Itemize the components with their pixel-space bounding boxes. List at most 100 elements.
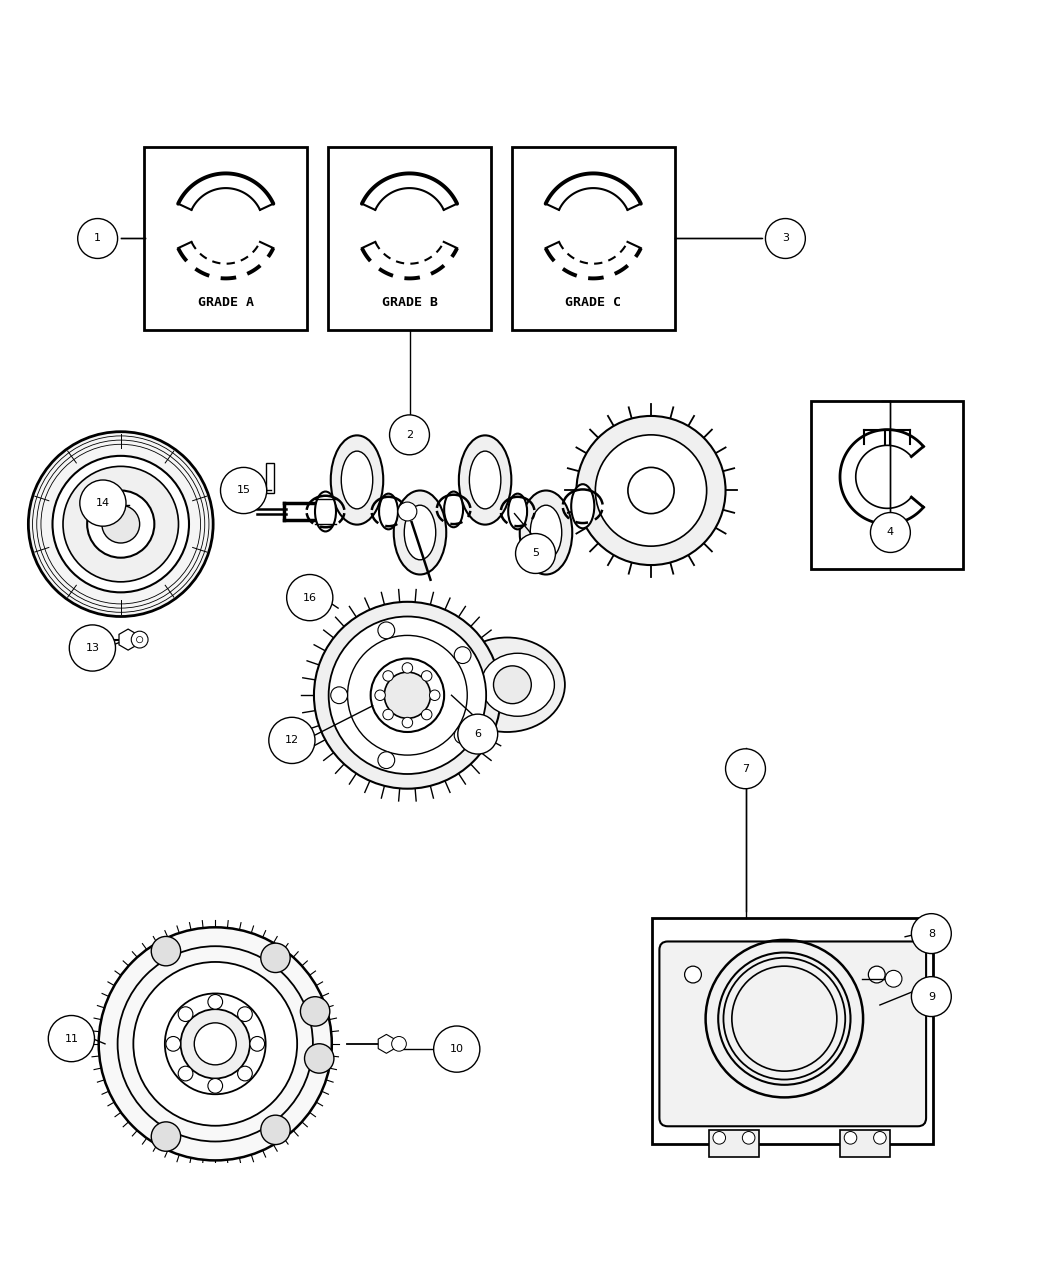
Circle shape [237, 1007, 252, 1021]
Bar [709, 1131, 759, 1156]
Circle shape [237, 1066, 252, 1081]
Circle shape [390, 414, 429, 455]
Circle shape [384, 672, 430, 718]
Bar [328, 147, 491, 330]
Bar [840, 1131, 890, 1156]
Ellipse shape [530, 505, 562, 560]
Circle shape [516, 533, 555, 574]
Circle shape [69, 625, 116, 671]
Circle shape [378, 622, 395, 639]
Ellipse shape [379, 493, 398, 529]
Text: 12: 12 [285, 736, 299, 746]
Ellipse shape [481, 653, 554, 717]
Circle shape [595, 435, 707, 546]
FancyBboxPatch shape [659, 941, 926, 1126]
Circle shape [314, 602, 501, 789]
Circle shape [208, 1079, 223, 1093]
Circle shape [392, 1037, 406, 1051]
Circle shape [151, 1122, 181, 1151]
Circle shape [131, 631, 148, 648]
Circle shape [494, 666, 531, 704]
Circle shape [287, 575, 333, 621]
Circle shape [874, 1131, 886, 1144]
Circle shape [911, 977, 951, 1016]
Circle shape [260, 944, 290, 973]
Text: 3: 3 [782, 233, 789, 244]
Circle shape [870, 513, 910, 552]
Circle shape [178, 1007, 193, 1021]
Text: GRADE C: GRADE C [565, 296, 622, 310]
Circle shape [911, 914, 951, 954]
Circle shape [726, 748, 765, 789]
Bar [145, 147, 307, 330]
Text: 1: 1 [94, 233, 101, 244]
Text: GRADE A: GRADE A [197, 296, 254, 310]
Circle shape [742, 1131, 755, 1144]
Circle shape [78, 218, 118, 259]
Text: 15: 15 [236, 486, 251, 496]
Ellipse shape [341, 451, 373, 509]
Circle shape [378, 752, 395, 769]
Circle shape [421, 671, 432, 681]
Circle shape [398, 502, 417, 521]
Ellipse shape [520, 491, 572, 575]
Circle shape [402, 718, 413, 728]
Text: 8: 8 [928, 928, 934, 938]
Circle shape [28, 432, 213, 617]
Circle shape [48, 1015, 94, 1062]
Text: 14: 14 [96, 499, 110, 509]
Circle shape [383, 709, 394, 720]
Circle shape [151, 936, 181, 966]
Circle shape [713, 1131, 726, 1144]
Circle shape [455, 727, 471, 743]
Circle shape [52, 456, 189, 593]
Circle shape [868, 966, 885, 983]
Ellipse shape [331, 435, 383, 524]
Text: 5: 5 [532, 548, 539, 558]
Circle shape [402, 663, 413, 673]
Text: GRADE B: GRADE B [381, 296, 438, 310]
Circle shape [421, 709, 432, 720]
Circle shape [304, 1044, 334, 1074]
Text: 7: 7 [742, 764, 749, 774]
Text: 2: 2 [406, 430, 413, 440]
Circle shape [576, 416, 726, 565]
Circle shape [885, 970, 902, 987]
Ellipse shape [449, 638, 565, 732]
Ellipse shape [394, 491, 446, 575]
Circle shape [685, 966, 701, 983]
Ellipse shape [444, 492, 463, 528]
Circle shape [136, 636, 143, 643]
Circle shape [371, 658, 444, 732]
Circle shape [765, 218, 805, 259]
Circle shape [102, 505, 140, 543]
Circle shape [455, 646, 471, 663]
Text: 6: 6 [475, 729, 481, 740]
Ellipse shape [508, 493, 527, 529]
Circle shape [99, 927, 332, 1160]
Circle shape [375, 690, 385, 700]
Text: 4: 4 [887, 528, 894, 538]
Bar [811, 402, 964, 569]
Circle shape [269, 718, 315, 764]
Text: 16: 16 [302, 593, 317, 603]
Ellipse shape [315, 492, 336, 532]
Circle shape [181, 1010, 250, 1079]
Bar [652, 918, 933, 1144]
Circle shape [166, 1037, 181, 1051]
Circle shape [329, 617, 486, 774]
Ellipse shape [404, 505, 436, 560]
Circle shape [178, 1066, 193, 1081]
Circle shape [250, 1037, 265, 1051]
Circle shape [260, 1116, 290, 1145]
Circle shape [383, 671, 394, 681]
Circle shape [429, 690, 440, 700]
Circle shape [220, 468, 267, 514]
Ellipse shape [571, 484, 594, 528]
Ellipse shape [459, 435, 511, 524]
Circle shape [434, 1026, 480, 1072]
Circle shape [208, 994, 223, 1010]
Ellipse shape [469, 451, 501, 509]
Text: 10: 10 [449, 1044, 464, 1054]
Text: 11: 11 [64, 1034, 79, 1044]
